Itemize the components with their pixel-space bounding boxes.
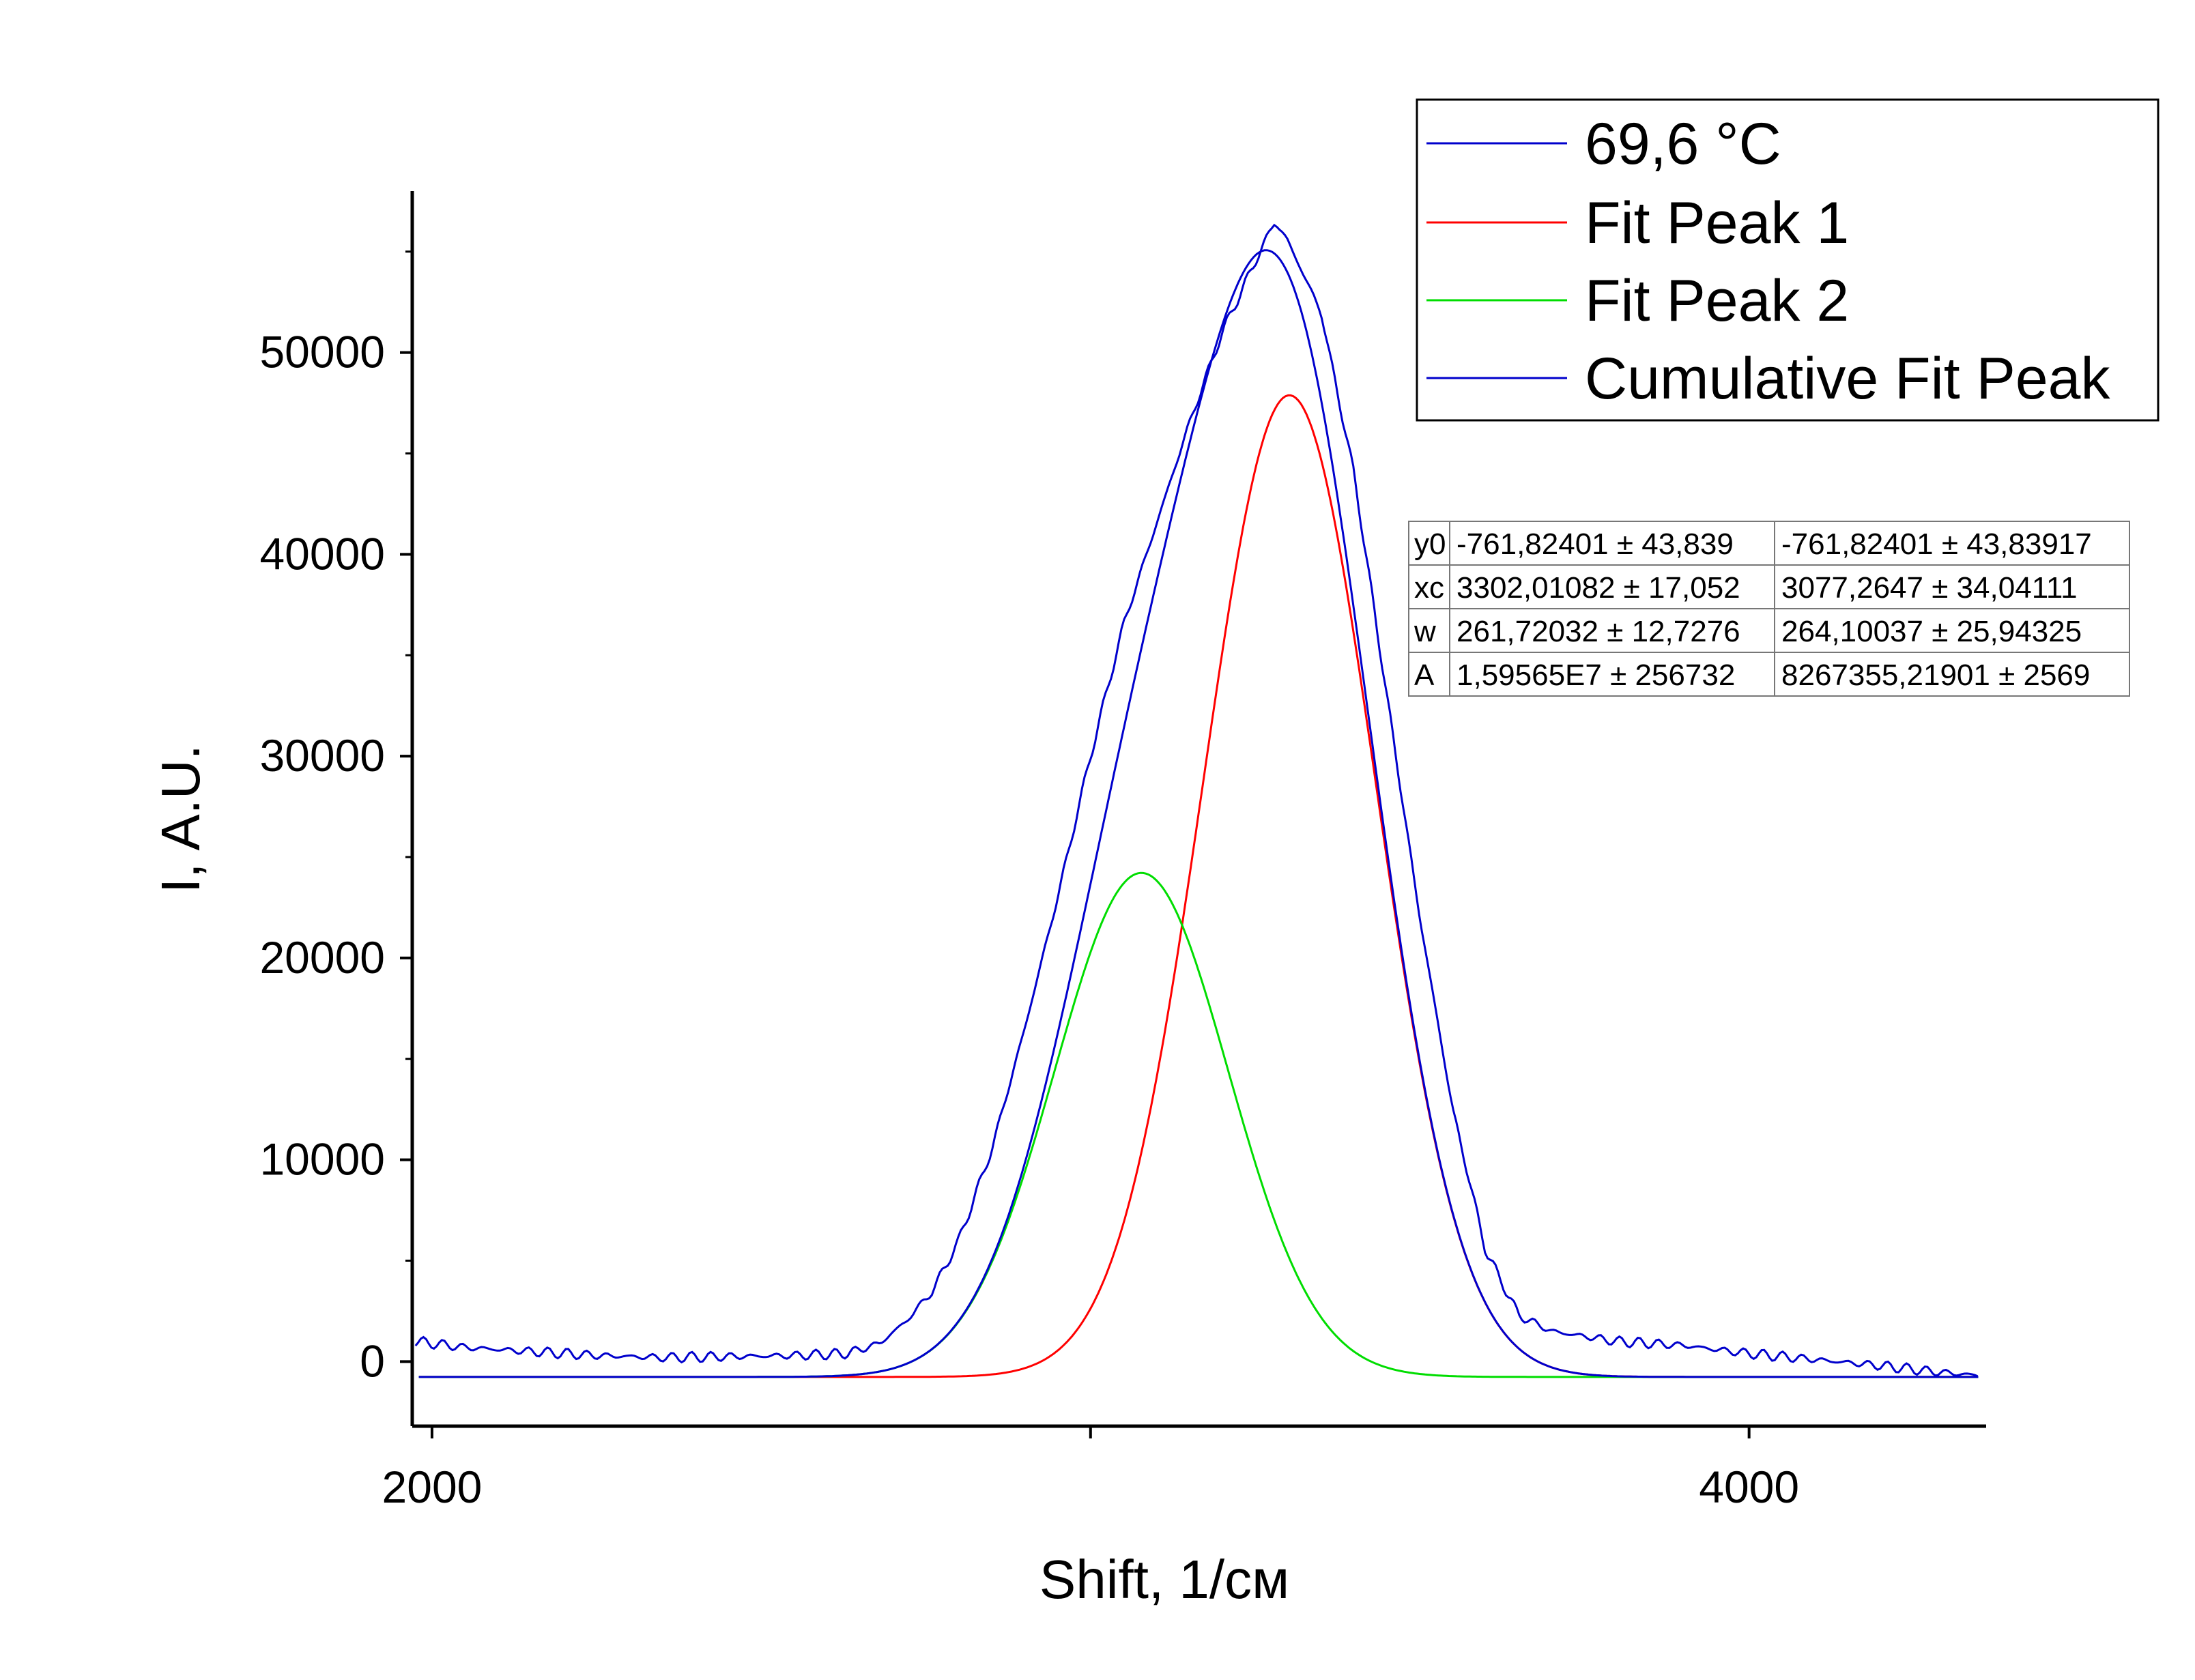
series-layer (414, 223, 1979, 1378)
x-axis-title: Shift, 1/см (1039, 1549, 1289, 1610)
legend-label-series-4: Cumulative Fit Peak (1585, 346, 2111, 411)
ticks: 0 10000 20000 30000 40000 50000 2000 4000 (259, 250, 1799, 1512)
fit-parameter-table: y0 -761,82401 ± 43,839 -761,82401 ± 43,8… (1408, 521, 2130, 697)
y-tick-label: 30000 (259, 730, 385, 781)
y-tick-label: 50000 (259, 327, 385, 377)
param-value-peak2: 8267355,21901 ± 2569 (1781, 658, 2090, 692)
param-name: A (1414, 658, 1435, 692)
param-value-peak2: -761,82401 ± 43,83917 (1781, 527, 2092, 561)
param-name: xc (1414, 571, 1444, 605)
y-tick-label: 0 (360, 1335, 385, 1386)
param-value-peak1: 261,72032 ± 12,7276 (1457, 615, 1740, 648)
param-value-peak1: 3302,01082 ± 17,052 (1457, 571, 1740, 605)
axes (410, 191, 1986, 1428)
series-fit-peak-2 (418, 871, 1979, 1378)
x-tick-label: 2000 (382, 1462, 483, 1512)
legend-label-series-1: 69,6 °C (1585, 111, 1781, 177)
series-measured-69-6C (414, 223, 1979, 1378)
y-tick-label: 10000 (259, 1134, 385, 1185)
y-tick-label: 20000 (259, 932, 385, 983)
legend-label-series-2: Fit Peak 1 (1585, 190, 1849, 256)
legend: 69,6 °C Fit Peak 1 Fit Peak 2 Cumulative… (1416, 98, 2160, 422)
x-tick-label: 4000 (1699, 1462, 1799, 1512)
param-value-peak1: -761,82401 ± 43,839 (1457, 527, 1734, 561)
series-cumulative-fit (418, 249, 1979, 1378)
y-tick-label: 40000 (259, 528, 385, 579)
param-value-peak2: 3077,2647 ± 34,04111 (1781, 571, 2078, 605)
param-name: w (1414, 615, 1436, 648)
param-value-peak1: 1,59565E7 ± 256732 (1457, 658, 1735, 692)
param-value-peak2: 264,10037 ± 25,94325 (1781, 615, 2082, 648)
param-name: y0 (1414, 527, 1446, 561)
legend-label-series-3: Fit Peak 2 (1585, 268, 1849, 334)
y-axis-title: I, A.U. (150, 744, 211, 893)
legend-frame (1416, 98, 2160, 422)
